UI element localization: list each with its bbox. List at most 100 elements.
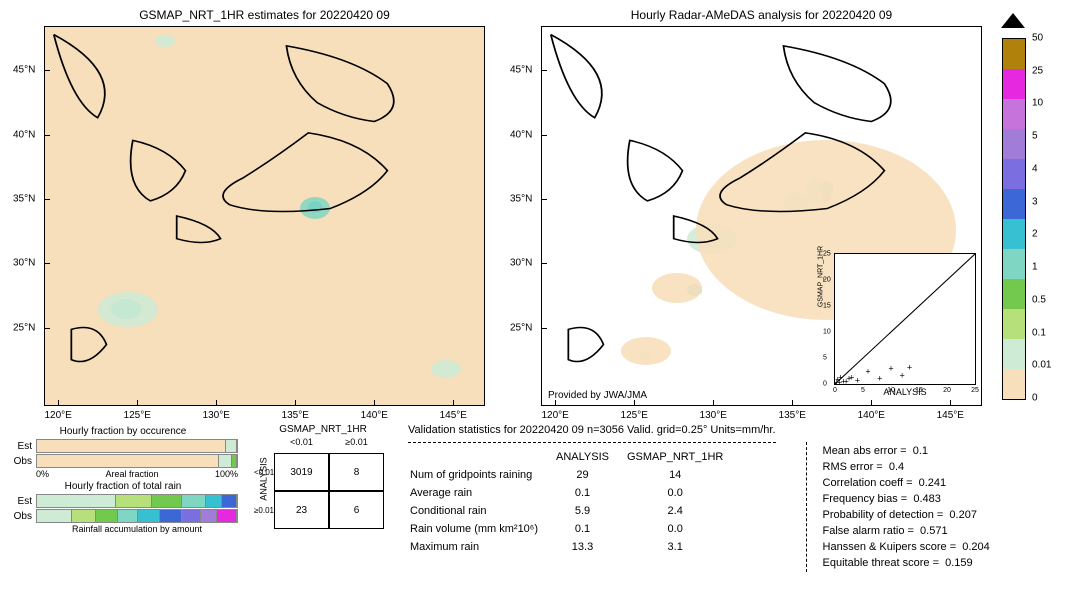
scatter-xtick: 5 <box>861 387 865 394</box>
fraction-bar-label: Est <box>8 496 32 507</box>
fraction-bar: Obs <box>8 454 238 468</box>
colorbar-segment <box>1003 219 1025 249</box>
ytick-label: 35°N <box>510 193 532 204</box>
colorbar-label: 3 <box>1032 196 1038 207</box>
colorbar-segment <box>1003 129 1025 159</box>
xtick-label: 135°E <box>779 410 806 421</box>
colorbar: 502510543210.50.10.010 <box>1002 28 1072 408</box>
xtick-label: 130°E <box>203 410 230 421</box>
cont-ylabel: ANALYSIS <box>259 457 269 500</box>
colorbar-label: 2 <box>1032 229 1038 240</box>
scatter-ytick: 0 <box>823 381 827 388</box>
colorbar-label: 5 <box>1032 131 1038 142</box>
colorbar-label: 0 <box>1032 393 1038 404</box>
colorbar-segment <box>1003 189 1025 219</box>
fraction-segment <box>152 495 182 507</box>
scatter-ytick: 15 <box>823 303 831 310</box>
left-map-area: 45°N40°N35°N30°N25°N120°E125°E130°E135°E… <box>44 26 485 406</box>
scatter-point: + <box>855 379 860 384</box>
fraction-bar: Obs <box>8 509 238 523</box>
cont-col2: ≥0.01 <box>329 437 384 453</box>
cont-col1: <0.01 <box>274 437 329 453</box>
colorbar-segment <box>1003 339 1025 369</box>
colorbar-segment <box>1003 39 1025 69</box>
stats-right-table: Mean abs error = 0.1RMS error = 0.4Corre… <box>821 442 992 572</box>
fraction-segment <box>72 510 96 522</box>
right-map-area: Provided by JWA/JMA ANALYSIS GSMAP_NRT_1… <box>541 26 982 406</box>
score-row: RMS error = 0.4 <box>823 460 990 474</box>
occurrence-title: Hourly fraction by occurence <box>8 426 238 437</box>
xtick-label: 130°E <box>700 410 727 421</box>
ytick-label: 40°N <box>13 129 35 140</box>
stats-row: Conditional rain5.92.4 <box>410 503 731 519</box>
cont-c: 23 <box>274 491 329 529</box>
right-map-panel: Hourly Radar-AMeDAS analysis for 2022042… <box>541 8 982 408</box>
ytick-label: 35°N <box>13 193 35 204</box>
scatter-ytick: 20 <box>823 277 831 284</box>
stats-row: Maximum rain13.33.1 <box>410 539 731 555</box>
scatter-ytick: 25 <box>823 251 831 258</box>
scatter-xtick: 10 <box>887 387 895 394</box>
score-row: Frequency bias = 0.483 <box>823 492 990 506</box>
left-map-title: GSMAP_NRT_1HR estimates for 20220420 09 <box>44 8 485 22</box>
xtick-label: 145°E <box>937 410 964 421</box>
scatter-point: + <box>900 374 905 379</box>
colorbar-segment <box>1003 69 1025 99</box>
fraction-bar: Est <box>8 494 238 508</box>
fraction-segment <box>37 440 226 452</box>
colorbar-segment <box>1003 249 1025 279</box>
scatter-point: + <box>846 377 851 382</box>
fraction-segment <box>138 510 160 522</box>
scatter-xlabel: ANALYSIS <box>835 387 975 397</box>
stats-row: Rain volume (mm km²10⁶)0.10.0 <box>410 521 731 537</box>
ytick-label: 30°N <box>510 258 532 269</box>
score-row: Equitable threat score = 0.159 <box>823 556 990 570</box>
xtick-label: 145°E <box>440 410 467 421</box>
fraction-segment <box>37 510 72 522</box>
colorbar-label: 1 <box>1032 262 1038 273</box>
scatter-inset: ANALYSIS GSMAP_NRT_1HR 00551010151520202… <box>834 253 976 385</box>
fraction-segment <box>96 510 118 522</box>
scatter-xtick: 15 <box>915 387 923 394</box>
axis-mid: Areal fraction <box>105 469 158 479</box>
fraction-segment <box>182 495 206 507</box>
cont-title: GSMAP_NRT_1HR <box>248 424 398 435</box>
fraction-segment <box>116 495 152 507</box>
scatter-point: + <box>838 375 843 380</box>
scatter-xtick: 0 <box>833 387 837 394</box>
scatter-point: + <box>888 367 893 372</box>
stats-col1: ANALYSIS <box>548 449 617 465</box>
cont-d: 6 <box>329 491 384 529</box>
xtick-label: 135°E <box>282 410 309 421</box>
score-row: Hanssen & Kuipers score = 0.204 <box>823 540 990 554</box>
fraction-segment <box>118 510 138 522</box>
stats-row: Num of gridpoints raining2914 <box>410 467 731 483</box>
stats-panel: Validation statistics for 20220420 09 n=… <box>408 424 1072 572</box>
stats-row: Average rain0.10.0 <box>410 485 731 501</box>
score-row: Probability of detection = 0.207 <box>823 508 990 522</box>
score-row: Mean abs error = 0.1 <box>823 444 990 458</box>
score-row: False alarm ratio = 0.571 <box>823 524 990 538</box>
scatter-xtick: 25 <box>971 387 979 394</box>
fraction-segment <box>206 495 223 507</box>
xtick-label: 140°E <box>858 410 885 421</box>
fraction-segment <box>160 510 182 522</box>
fraction-segment <box>37 455 219 467</box>
fraction-bar-label: Obs <box>8 456 32 467</box>
colorbar-label: 0.01 <box>1032 360 1051 371</box>
fraction-bar-label: Est <box>8 441 32 452</box>
provider-label: Provided by JWA/JMA <box>548 390 647 401</box>
stats-header: Validation statistics for 20220420 09 n=… <box>408 424 776 436</box>
scatter-ytick: 10 <box>823 329 831 336</box>
cont-a: 3019 <box>274 453 329 491</box>
colorbar-segment <box>1003 279 1025 309</box>
xtick-label: 120°E <box>541 410 568 421</box>
fraction-segment <box>182 510 200 522</box>
stats-col2: GSMAP_NRT_1HR <box>619 449 731 465</box>
colorbar-label: 50 <box>1032 33 1043 44</box>
total-title: Hourly fraction of total rain <box>8 481 238 492</box>
fraction-panel: Hourly fraction by occurence EstObs 0% A… <box>8 424 238 572</box>
fraction-bar: Est <box>8 439 238 453</box>
ytick-label: 45°N <box>13 65 35 76</box>
left-map-panel: GSMAP_NRT_1HR estimates for 20220420 09 … <box>44 8 485 408</box>
